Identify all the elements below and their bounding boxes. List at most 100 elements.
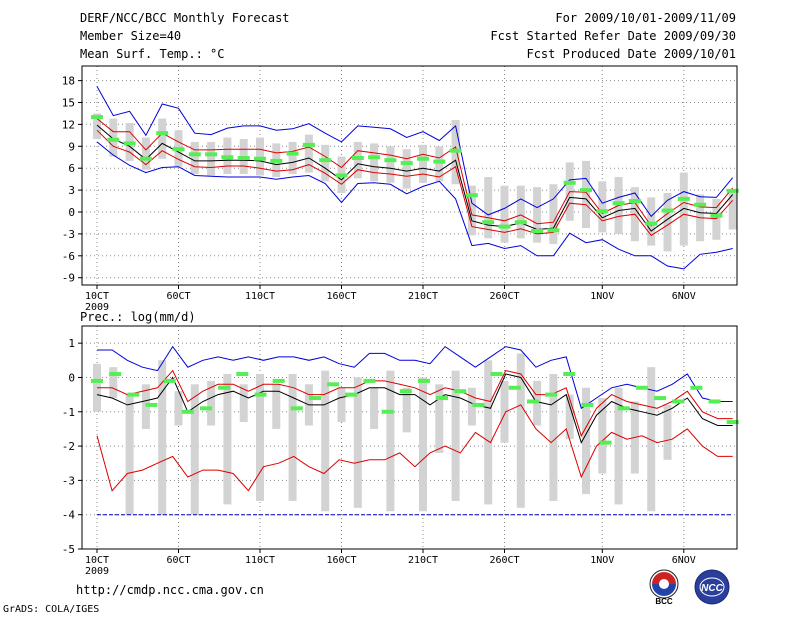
median-marker: [612, 201, 625, 206]
median-marker: [563, 180, 576, 185]
median-marker: [433, 159, 446, 164]
median-marker: [417, 156, 429, 161]
source-url[interactable]: http://cmdp.ncc.cma.gov.cn: [76, 583, 264, 597]
median-marker: [327, 382, 340, 387]
y-tick-label: -1: [62, 406, 75, 419]
precipitation-panel: 1 0 -1 -2 -3 -4 -5 10CT 60CT 110CT 160CT 210CT 260CT…: [62, 325, 739, 577]
x-tick-label: 60CT: [166, 555, 190, 566]
member-size: Member Size=40: [80, 29, 182, 43]
median-marker: [236, 372, 249, 377]
ensemble-box: [598, 398, 607, 474]
y-tick-label: -4: [62, 509, 76, 522]
median-marker: [384, 158, 397, 163]
median-marker: [545, 392, 558, 397]
x-tick-label: 1NOV: [590, 291, 614, 302]
y-tick-label: 12: [62, 118, 75, 131]
series-line-p10: [96, 404, 733, 492]
median-marker: [672, 399, 685, 404]
year-label: 2009: [85, 566, 109, 577]
ensemble-box: [533, 187, 542, 243]
median-marker: [254, 392, 267, 397]
ensemble-box: [549, 184, 558, 245]
median-marker: [526, 399, 539, 404]
grads-credit: GrADS: COLA/IGES: [3, 604, 100, 615]
series-line-max: [96, 86, 734, 218]
median-marker: [726, 420, 739, 425]
series-line-p90: [97, 369, 733, 438]
ensemble-box: [304, 134, 313, 173]
median-marker: [514, 220, 527, 225]
plot-frame: [81, 325, 738, 550]
ncc-logo: NCC: [690, 568, 734, 610]
ensemble-box: [370, 143, 379, 182]
y-tick-label: 0: [68, 371, 75, 384]
y-tick-label: -9: [62, 272, 75, 285]
y-tick-label: -5: [62, 543, 75, 556]
median-marker: [123, 141, 136, 146]
median-marker: [710, 213, 723, 218]
ensemble-box: [125, 394, 134, 515]
x-tick-label: 160CT: [326, 555, 356, 566]
y-tick-label: 15: [62, 97, 75, 110]
median-marker: [163, 378, 176, 383]
ensemble-box: [370, 387, 379, 429]
median-marker: [109, 372, 122, 377]
ensemble-box: [386, 146, 395, 183]
median-marker: [368, 155, 381, 160]
ensemble-box: [728, 190, 737, 230]
median-marker: [145, 402, 158, 407]
ensemble-box: [174, 391, 183, 426]
y-tick-label: -3: [62, 474, 75, 487]
ensemble-box: [288, 374, 297, 501]
ensemble-box: [223, 374, 232, 505]
ensemble-box: [256, 137, 264, 176]
median-marker: [107, 137, 120, 142]
y-tick-label: 18: [62, 75, 75, 88]
ensemble-box: [353, 377, 362, 508]
ensemble-box: [582, 387, 590, 495]
ensemble-box: [402, 149, 411, 189]
median-marker: [508, 385, 521, 390]
x-tick-label: 10CT: [85, 555, 109, 566]
median-marker: [272, 378, 285, 383]
median-marker: [237, 155, 250, 160]
median-marker: [563, 372, 576, 377]
y-tick-label: -6: [62, 250, 75, 263]
median-marker: [498, 224, 511, 229]
median-marker: [91, 115, 103, 120]
series-line-p90: [96, 118, 734, 227]
median-marker: [91, 378, 103, 383]
ensemble-box: [288, 141, 297, 175]
ensemble-box: [207, 141, 216, 176]
median-marker: [399, 389, 412, 394]
median-marker: [417, 378, 430, 383]
median-marker: [345, 392, 358, 397]
median-marker: [694, 202, 707, 207]
median-marker: [308, 396, 321, 401]
year-label: 2009: [85, 302, 109, 313]
median-marker: [708, 399, 721, 404]
ensemble-box: [419, 144, 427, 183]
ensemble-box: [467, 387, 476, 426]
ensemble-box: [712, 198, 721, 240]
median-marker: [661, 208, 674, 213]
ensemble-box: [190, 384, 199, 515]
ensemble-box: [93, 113, 101, 139]
median-marker: [490, 372, 503, 377]
ensemble-box: [647, 367, 656, 512]
ensemble-box: [321, 144, 330, 182]
ensemble-box: [663, 404, 672, 460]
temperature-panel: 18 15 12 9 6 3 0 -3 -6 -9 10CT 60CT 110CT 160CT 210CT 2…: [62, 65, 739, 313]
median-marker: [381, 409, 394, 414]
ensemble-box: [549, 374, 558, 501]
median-marker: [449, 148, 462, 153]
ensemble-box: [158, 118, 167, 159]
ncc-logo-label: NCC: [701, 583, 723, 594]
series-line-mean: [96, 124, 734, 232]
median-marker: [472, 402, 485, 407]
median-marker: [581, 402, 594, 407]
y-tick-label: 6: [68, 162, 75, 175]
median-marker: [454, 389, 467, 394]
median-marker: [286, 151, 299, 156]
ensemble-box: [321, 370, 330, 512]
